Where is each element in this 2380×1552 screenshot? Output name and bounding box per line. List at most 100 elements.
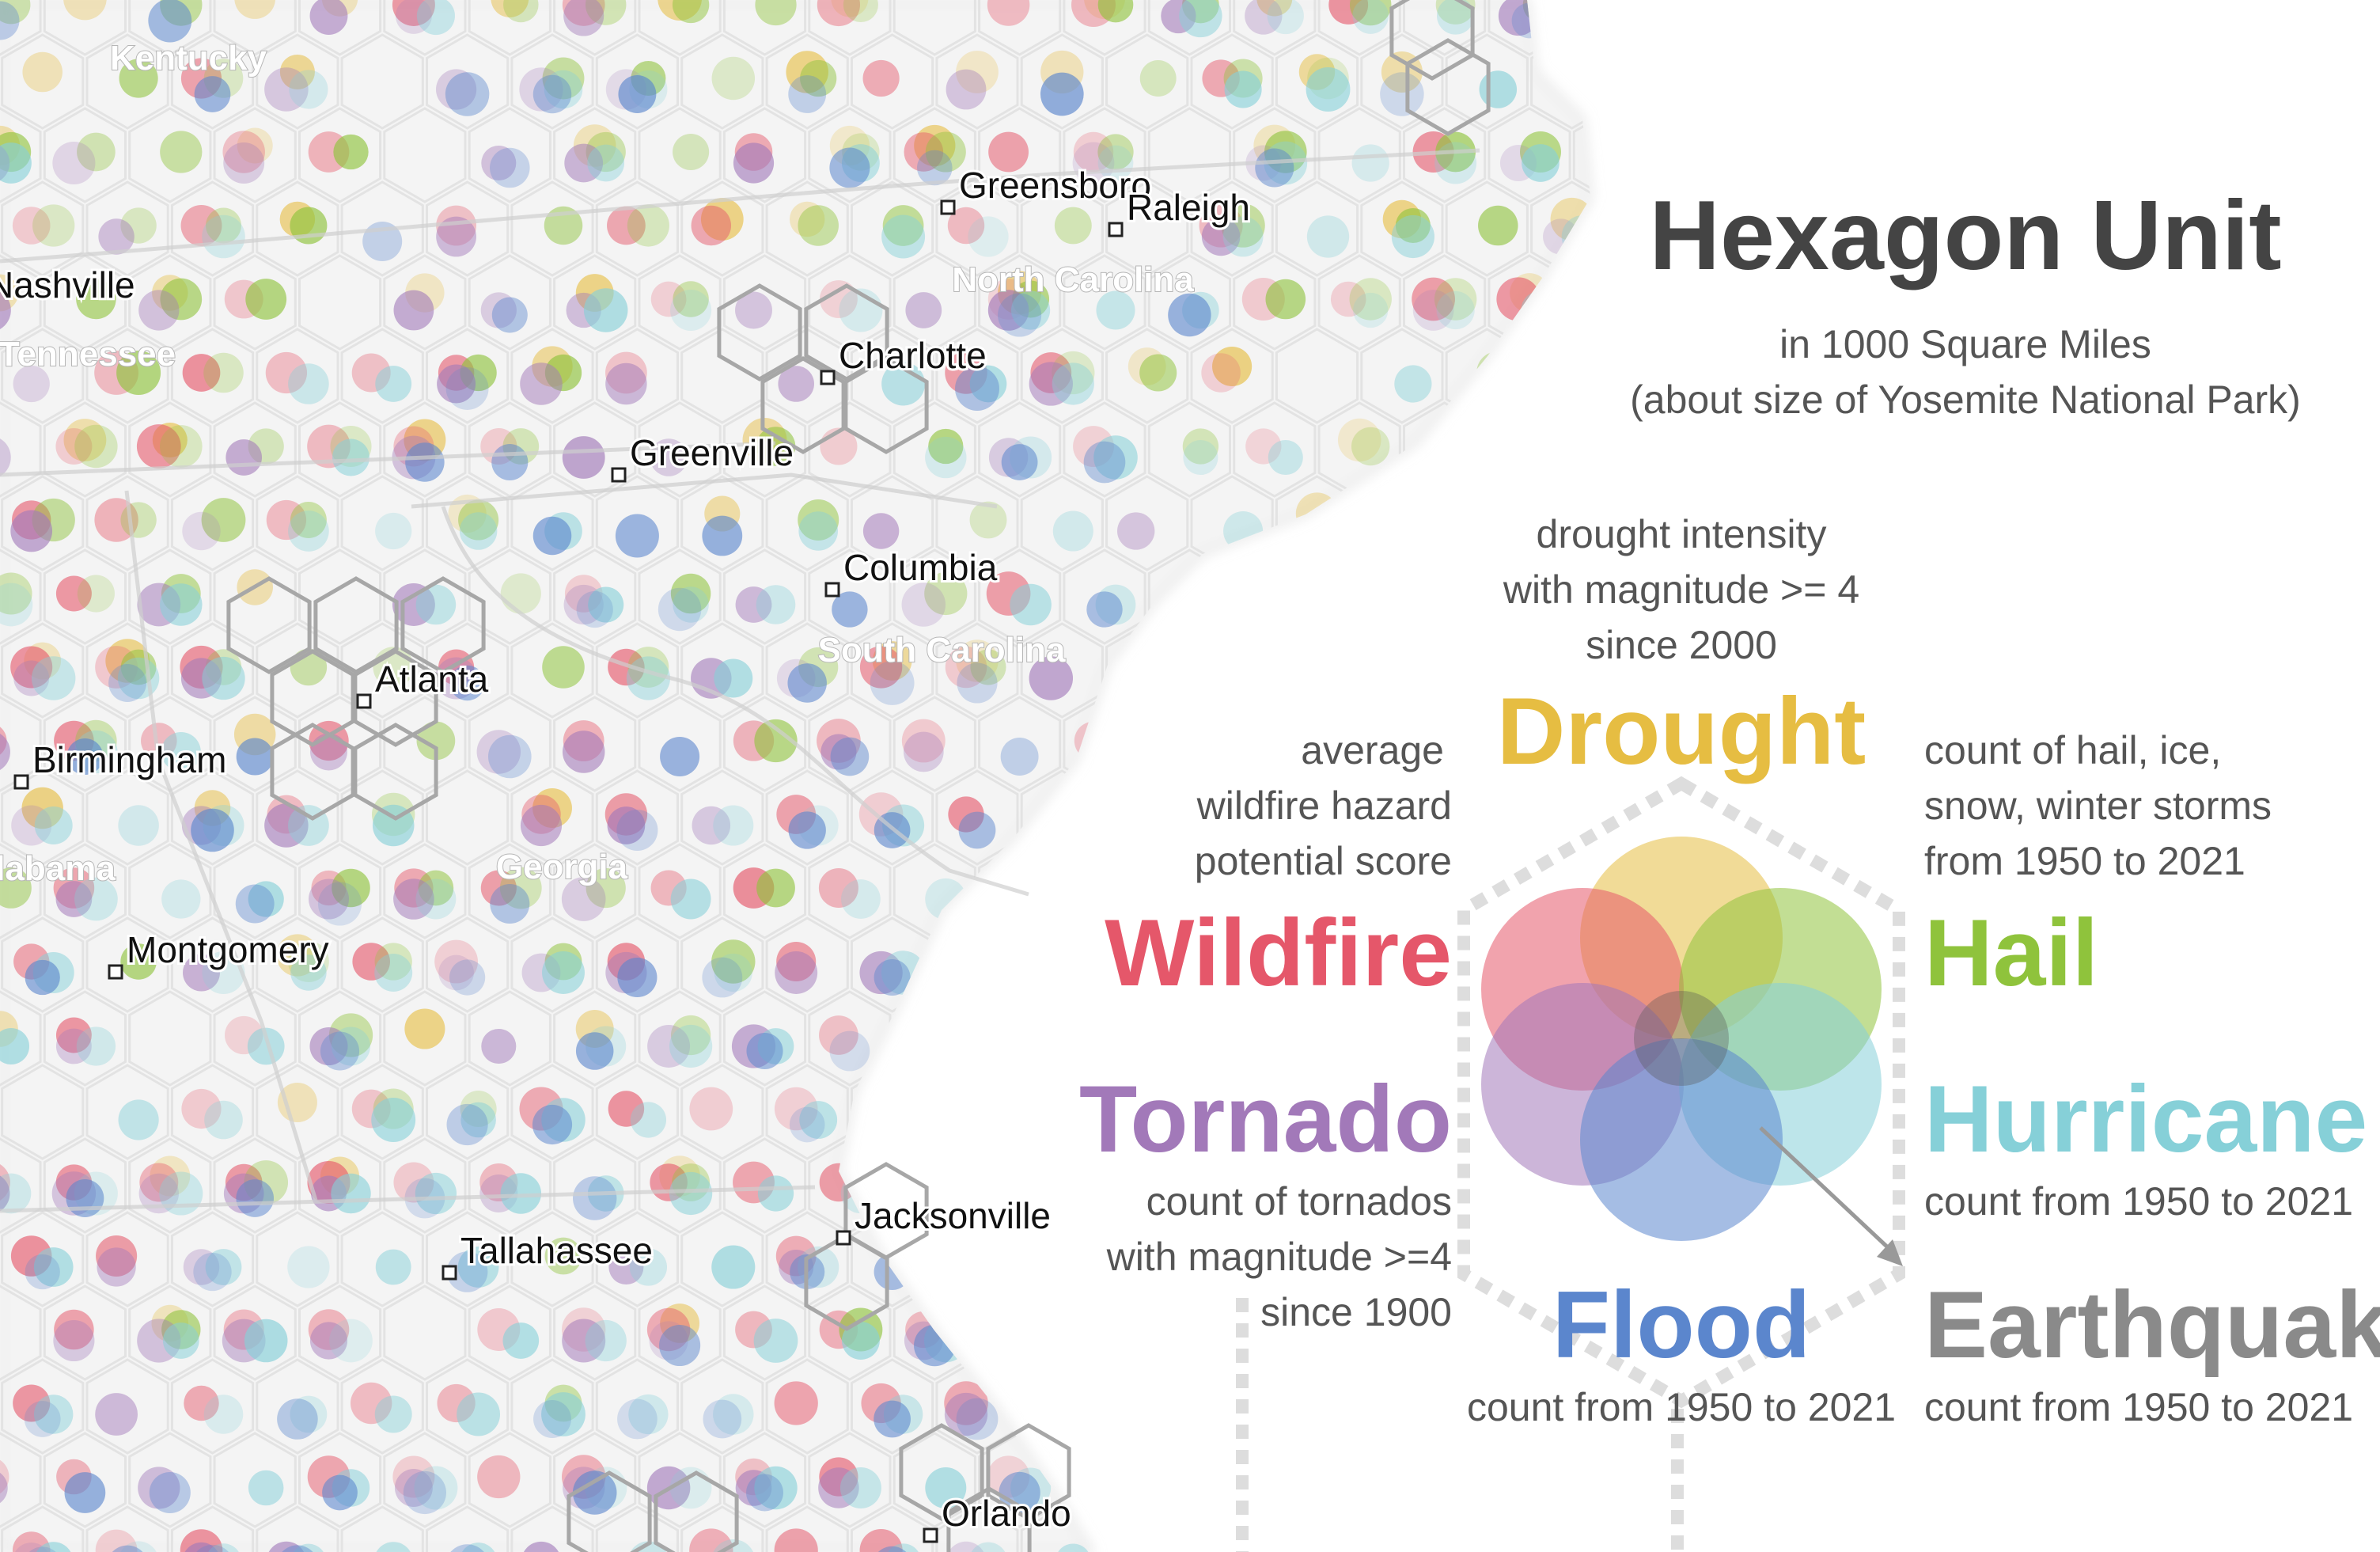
hazard-dot	[480, 870, 517, 906]
hex-cell	[935, 1064, 1019, 1160]
hazard-dot	[533, 1400, 571, 1438]
hazard-dot	[818, 867, 858, 909]
hex-cell	[0, 696, 42, 792]
hex-cell	[1360, 1505, 1444, 1552]
hazard-dot	[1349, 278, 1392, 321]
hazard-dot	[1073, 131, 1114, 173]
hazard-dot	[1245, 0, 1283, 35]
hazard-dot	[77, 132, 116, 172]
hex-cell	[722, 990, 807, 1087]
earthquake-desc: count from 1950 to 2021	[1924, 1385, 2353, 1429]
hex-cell	[1403, 107, 1487, 203]
hex-cell	[638, 401, 722, 498]
hazard-dot	[1455, 1541, 1496, 1552]
hex-cell	[638, 1284, 722, 1381]
hex-cell	[128, 107, 212, 203]
hazard-dot	[689, 1087, 733, 1131]
hex-cell	[1445, 33, 1529, 130]
hazard-dot	[702, 515, 743, 556]
hazard-dot	[956, 51, 999, 93]
hex-cell	[595, 1505, 679, 1552]
hazard-dot	[1128, 789, 1166, 827]
hazard-dot	[987, 0, 1030, 26]
hazard-dot	[194, 76, 231, 112]
hazard-dot	[1382, 1377, 1422, 1417]
hazard-dot	[1521, 290, 1560, 330]
hazard-dot	[520, 804, 563, 847]
hazard-dot	[205, 1249, 242, 1285]
state-labels: Kentucky North Carolina Tennessee South Car…	[0, 38, 1195, 889]
hazard-dot	[1435, 584, 1476, 625]
hex-cell	[43, 401, 127, 498]
hex-cell	[256, 328, 339, 424]
hazard-dot	[309, 1026, 348, 1066]
hazard-dot	[55, 428, 93, 465]
hex-cell	[170, 1064, 255, 1160]
hazard-dot	[1168, 293, 1211, 337]
hex-cell	[892, 990, 976, 1087]
hex-cell-highlight	[1405, 38, 1491, 136]
hazard-dot	[332, 438, 370, 476]
earthquake-label: Earthquake	[1924, 1272, 2380, 1378]
hazard-dot	[841, 1322, 880, 1360]
hex-cell	[0, 107, 42, 203]
hazard-dot	[21, 787, 63, 829]
hex-cell	[595, 328, 679, 424]
hazard-dot	[63, 0, 107, 21]
hex-cell	[808, 990, 892, 1087]
hazard-dot	[881, 214, 926, 259]
hex-cell	[1020, 475, 1104, 571]
hazard-dot	[118, 1099, 159, 1140]
hazard-dot	[969, 501, 1007, 539]
hazard-dot	[832, 591, 868, 628]
hazard-dot	[434, 939, 479, 984]
hazard-dot	[1327, 1014, 1370, 1057]
hazard-dot	[669, 1467, 712, 1509]
hazard-dot	[928, 1028, 964, 1064]
hex-cell	[468, 1284, 551, 1381]
hazard-dot	[542, 646, 585, 689]
hazard-dot	[183, 954, 220, 992]
hex-cell	[256, 1358, 339, 1455]
hazard-dot	[1478, 511, 1518, 551]
hex-cell	[170, 180, 255, 277]
hazard-dot	[1139, 60, 1177, 97]
hazard-dot	[969, 365, 1007, 403]
hazard-dot	[96, 1235, 138, 1277]
hex-cell	[43, 0, 127, 56]
hazard-dot	[1051, 939, 1096, 984]
hazard-dot	[1394, 512, 1432, 550]
hazard-dot	[308, 878, 350, 920]
hazard-dot	[375, 1249, 411, 1285]
hazard-dot	[491, 297, 528, 333]
hazard-dot	[1097, 134, 1134, 170]
hazard-dot	[449, 959, 486, 996]
hazard-dot	[1414, 1457, 1453, 1497]
hazard-dot	[1584, 0, 1590, 36]
hex-cell	[1190, 1358, 1274, 1455]
earthquake-arrowhead	[1877, 1239, 1903, 1266]
hazard-dot	[445, 367, 489, 410]
hazard-dot	[587, 144, 625, 182]
hazard-dot	[290, 502, 327, 538]
legend-subtitle-2: (about size of Yosemite National Park)	[1630, 378, 2301, 422]
hex-cell	[1275, 1358, 1359, 1455]
hazard-dot	[403, 1470, 446, 1515]
hex-cell	[213, 401, 297, 498]
hazard-dot	[392, 0, 435, 26]
hex-cell	[0, 254, 42, 351]
hazard-dot	[55, 881, 93, 917]
hex-cell	[1063, 0, 1146, 56]
hazard-dot	[138, 1467, 180, 1509]
hazard-dot	[53, 1319, 95, 1362]
hazard-dot	[1245, 586, 1282, 623]
hazard-dot	[31, 656, 76, 700]
hex-cell	[426, 1211, 510, 1307]
hazard-dot	[967, 1099, 1010, 1141]
hex-cell	[892, 548, 976, 645]
hazard-dot	[279, 54, 315, 90]
hazard-dot	[1596, 275, 1632, 311]
hazard-dot	[1011, 290, 1051, 330]
hex-cell	[808, 843, 892, 939]
